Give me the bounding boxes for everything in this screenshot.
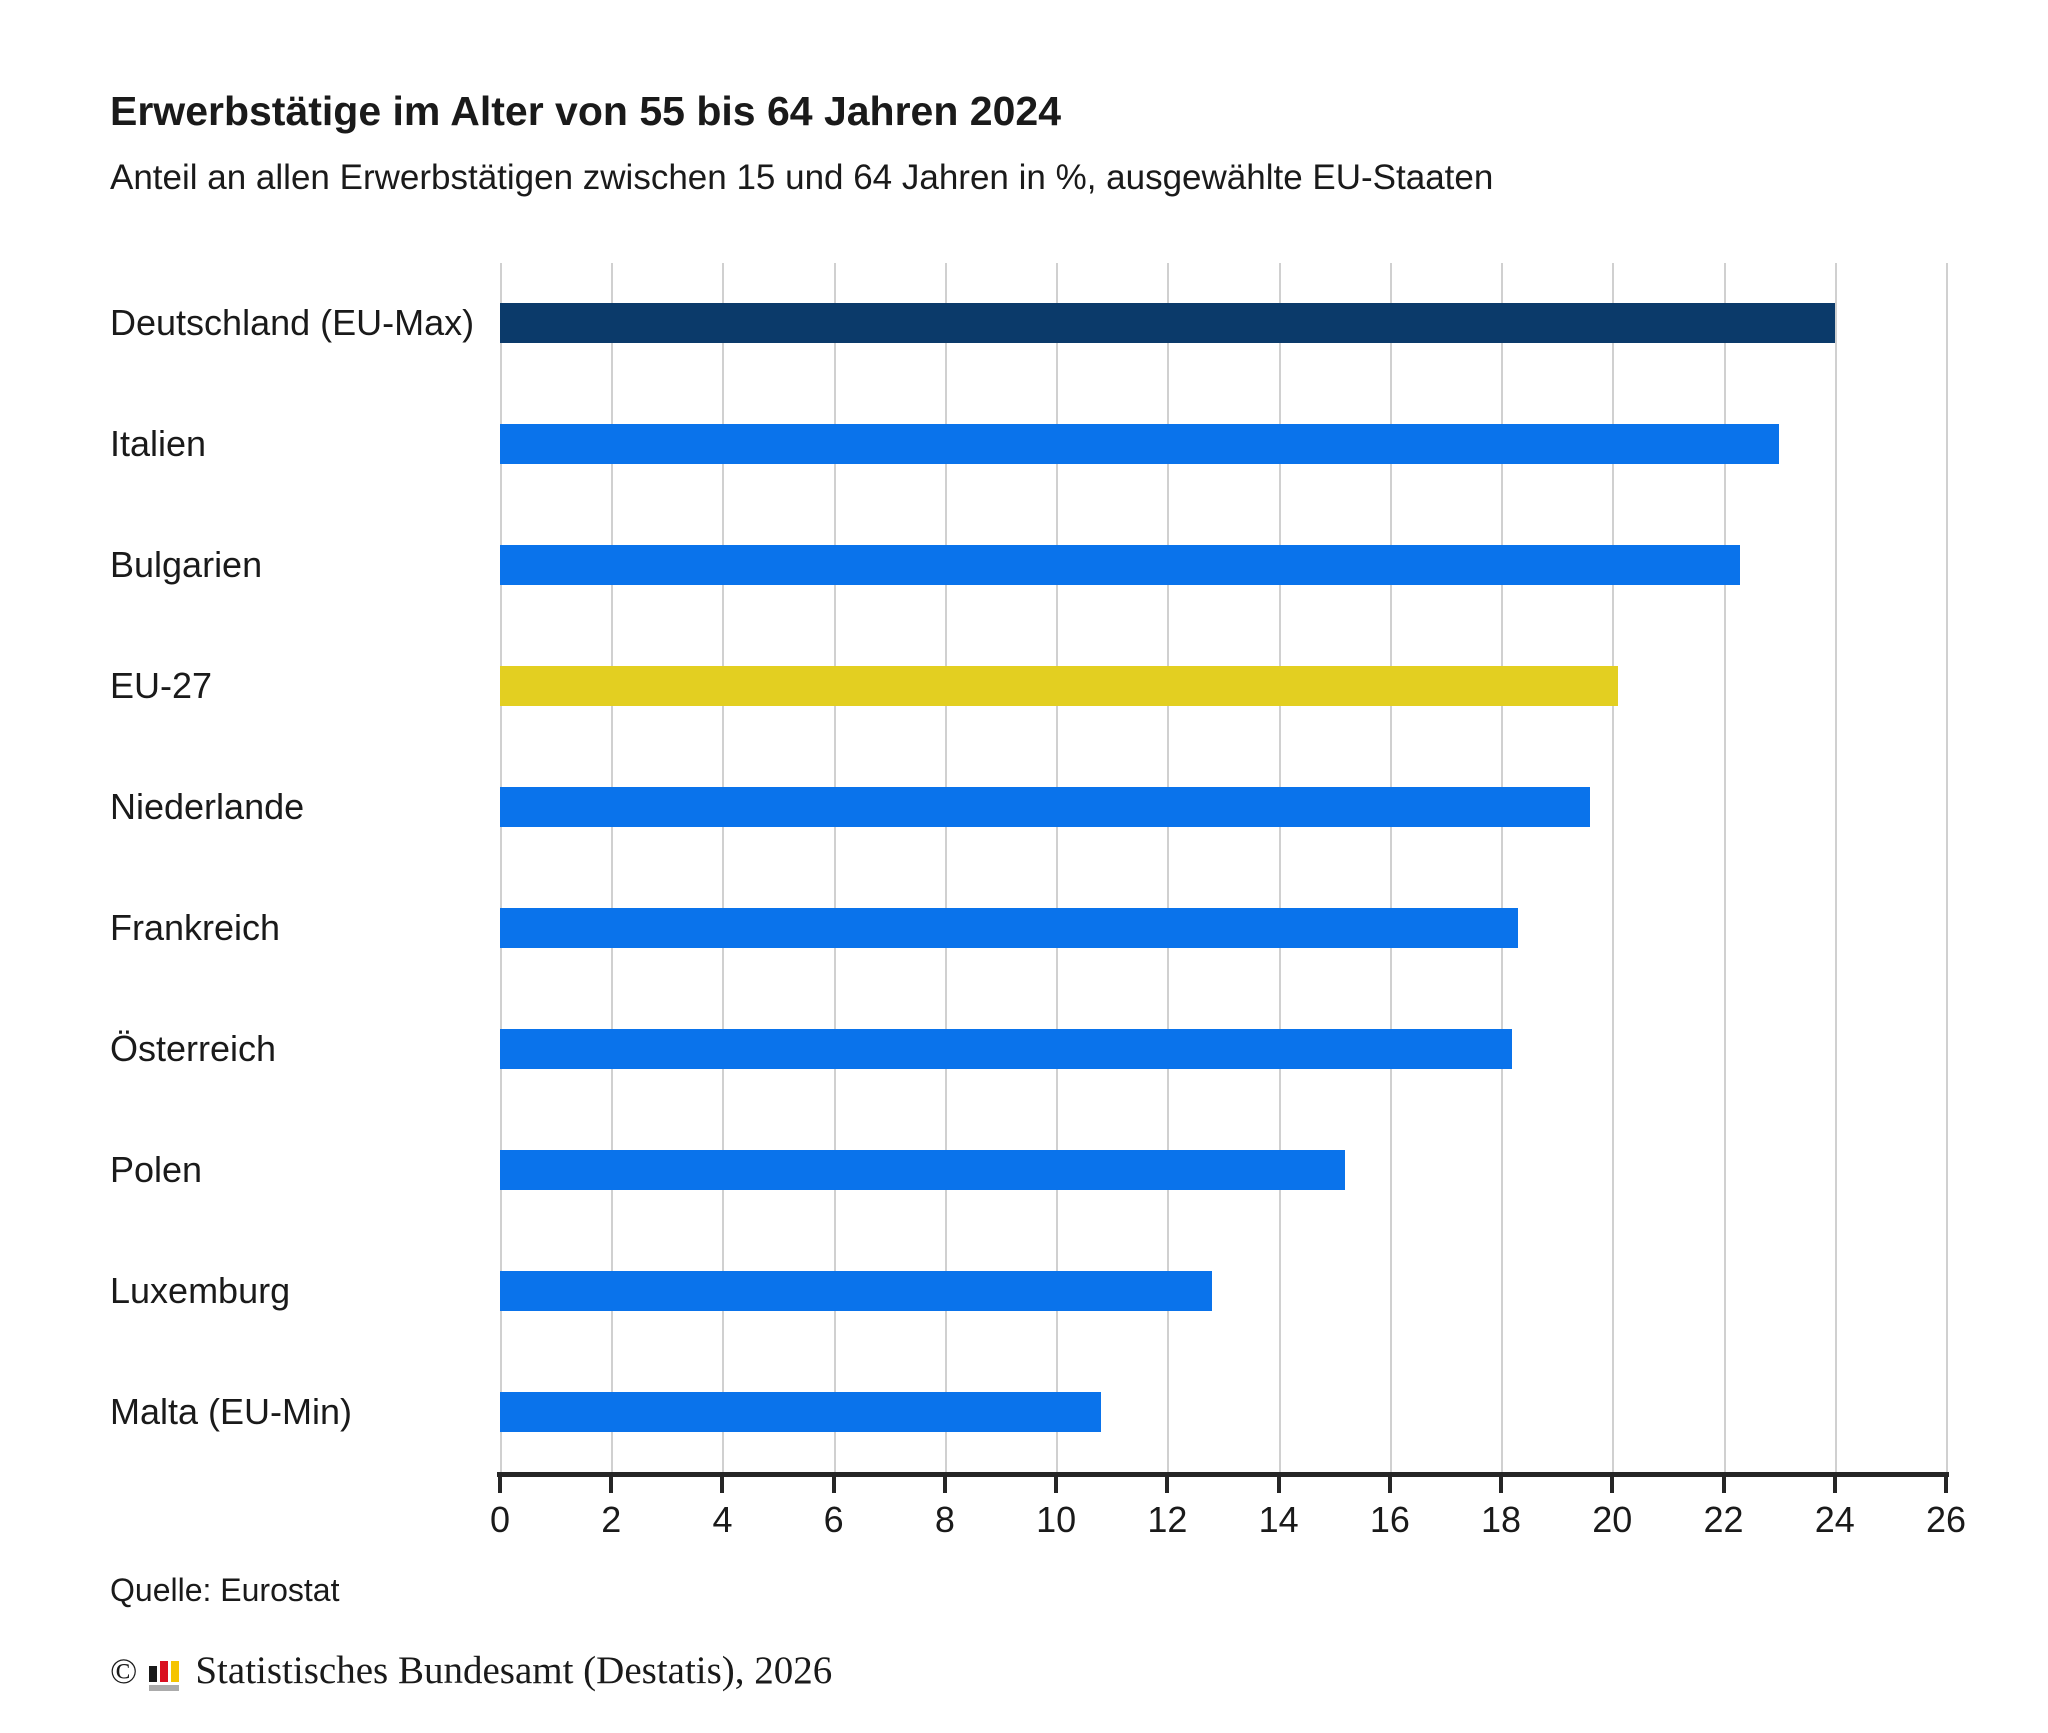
gridline-0: [500, 263, 502, 1472]
bar-niederlande: [500, 787, 1591, 828]
x-tick-mark: [1054, 1477, 1059, 1493]
plot-area: [500, 263, 1948, 1472]
logo-bar-black: [149, 1665, 158, 1682]
x-axis-line: [497, 1472, 1949, 1477]
source-note: Quelle: Eurostat: [110, 1572, 340, 1608]
bar-bulgarien: [500, 545, 1741, 586]
x-tick-mark: [720, 1477, 725, 1493]
gridline-14: [1278, 263, 1281, 1472]
bar-eu-27: [500, 666, 1618, 707]
x-tick-label: 14: [1258, 1499, 1299, 1540]
x-tick-label: 20: [1592, 1499, 1633, 1540]
footer: © Statistisches Bundesamt (Destatis), 20…: [110, 1648, 832, 1693]
bar-luxemburg: [500, 1270, 1212, 1311]
x-tick-mark: [1610, 1477, 1615, 1493]
x-tick-label: 6: [823, 1499, 844, 1540]
x-tick-label: 12: [1147, 1499, 1188, 1540]
category-label-luxemburg: Luxemburg: [110, 1269, 291, 1311]
category-label-sterreich: Österreich: [110, 1027, 277, 1069]
x-tick-label: 0: [489, 1499, 511, 1540]
footer-text: Statistisches Bundesamt (Destatis), 2026: [195, 1649, 833, 1692]
x-tick-label: 22: [1703, 1499, 1744, 1540]
x-tick-mark: [831, 1477, 836, 1493]
chart-title: Erwerbstätige im Alter von 55 bis 64 Jah…: [110, 88, 1062, 134]
gridline-24: [1834, 263, 1837, 1472]
x-tick-mark: [1387, 1477, 1392, 1493]
x-tick-label: 26: [1925, 1499, 1967, 1540]
x-tick-label: 16: [1369, 1499, 1410, 1540]
category-label-eu-27: EU-27: [110, 665, 213, 707]
gridline-18: [1501, 263, 1504, 1472]
bar-italien: [500, 424, 1780, 465]
category-label-deutschland-eu-max: Deutschland (EU-Max): [110, 302, 475, 344]
bar-frankreich: [500, 907, 1518, 948]
x-tick-label: 18: [1481, 1499, 1522, 1540]
gridline-6: [833, 263, 836, 1472]
gridline-16: [1389, 263, 1392, 1472]
x-tick-label: 2: [601, 1499, 622, 1540]
bar-malta-eu-min: [500, 1391, 1101, 1432]
category-label-bulgarien: Bulgarien: [110, 544, 263, 586]
gridline-4: [722, 263, 725, 1472]
x-tick-mark: [498, 1477, 502, 1493]
x-axis: 0 2 4 6 8 10 12 14 16 18 20 22 24 26: [490, 1477, 1966, 1547]
x-tick-label: 10: [1036, 1499, 1077, 1540]
category-label-italien: Italien: [110, 423, 207, 465]
gridline-2: [611, 263, 614, 1472]
bar-polen: [500, 1149, 1346, 1190]
x-tick-label: 24: [1814, 1499, 1855, 1540]
category-label-malta-eu-min: Malta (EU-Min): [110, 1390, 353, 1432]
gridline-10: [1056, 263, 1059, 1472]
x-tick-mark: [609, 1477, 614, 1493]
x-tick-mark: [1499, 1477, 1504, 1493]
category-label-column: Deutschland (EU-Max) Italien Bulgarien EU-2…: [110, 263, 490, 1472]
gridline-12: [1167, 263, 1170, 1472]
gridline-8: [944, 263, 947, 1472]
gridline-26: [1946, 263, 1948, 1472]
gridline-22: [1723, 263, 1726, 1472]
category-label-niederlande: Niederlande: [110, 786, 305, 828]
category-label-polen: Polen: [110, 1148, 203, 1190]
logo-bar-gold: [171, 1660, 180, 1682]
category-label-frankreich: Frankreich: [110, 906, 281, 948]
x-tick-mark: [1165, 1477, 1170, 1493]
x-tick-mark: [942, 1477, 947, 1493]
x-tick-mark: [1944, 1477, 1948, 1493]
x-tick-label: 8: [934, 1499, 955, 1540]
bar-sterreich: [500, 1028, 1513, 1069]
x-tick-label: 4: [712, 1499, 733, 1540]
x-tick-mark: [1276, 1477, 1281, 1493]
x-tick-mark: [1832, 1477, 1837, 1493]
logo-bar-red: [160, 1660, 169, 1682]
x-tick-mark: [1721, 1477, 1726, 1493]
chart-subtitle: Anteil an allen Erwerbstätigen zwischen …: [110, 158, 1494, 197]
gridline-20: [1612, 263, 1615, 1472]
destatis-logo-icon: [149, 1651, 183, 1691]
copyright-symbol: ©: [110, 1650, 138, 1691]
logo-base: [149, 1684, 180, 1691]
bar-deutschland-eu-max: [500, 303, 1835, 344]
